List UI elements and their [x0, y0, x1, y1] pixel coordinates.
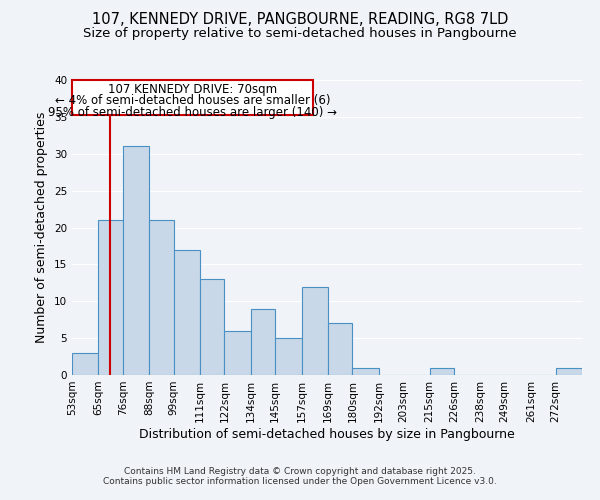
Bar: [149, 220, 173, 375]
Text: 95% of semi-detached houses are larger (140) →: 95% of semi-detached houses are larger (…: [48, 106, 337, 119]
Bar: [123, 146, 149, 375]
FancyBboxPatch shape: [72, 80, 313, 116]
Bar: [251, 308, 275, 375]
Bar: [224, 331, 251, 375]
Bar: [430, 368, 454, 375]
X-axis label: Distribution of semi-detached houses by size in Pangbourne: Distribution of semi-detached houses by …: [139, 428, 515, 440]
Text: ← 4% of semi-detached houses are smaller (6): ← 4% of semi-detached houses are smaller…: [55, 94, 330, 108]
Y-axis label: Number of semi-detached properties: Number of semi-detached properties: [35, 112, 49, 343]
Bar: [556, 368, 582, 375]
Text: Contains HM Land Registry data © Crown copyright and database right 2025.: Contains HM Land Registry data © Crown c…: [124, 467, 476, 476]
Bar: [275, 338, 302, 375]
Bar: [72, 353, 98, 375]
Bar: [302, 286, 328, 375]
Bar: [98, 220, 123, 375]
Text: Size of property relative to semi-detached houses in Pangbourne: Size of property relative to semi-detach…: [83, 28, 517, 40]
Text: 107, KENNEDY DRIVE, PANGBOURNE, READING, RG8 7LD: 107, KENNEDY DRIVE, PANGBOURNE, READING,…: [92, 12, 508, 28]
Bar: [173, 250, 200, 375]
Bar: [328, 324, 352, 375]
Bar: [200, 279, 224, 375]
Bar: [352, 368, 379, 375]
Text: Contains public sector information licensed under the Open Government Licence v3: Contains public sector information licen…: [103, 477, 497, 486]
Text: 107 KENNEDY DRIVE: 70sqm: 107 KENNEDY DRIVE: 70sqm: [108, 82, 277, 96]
